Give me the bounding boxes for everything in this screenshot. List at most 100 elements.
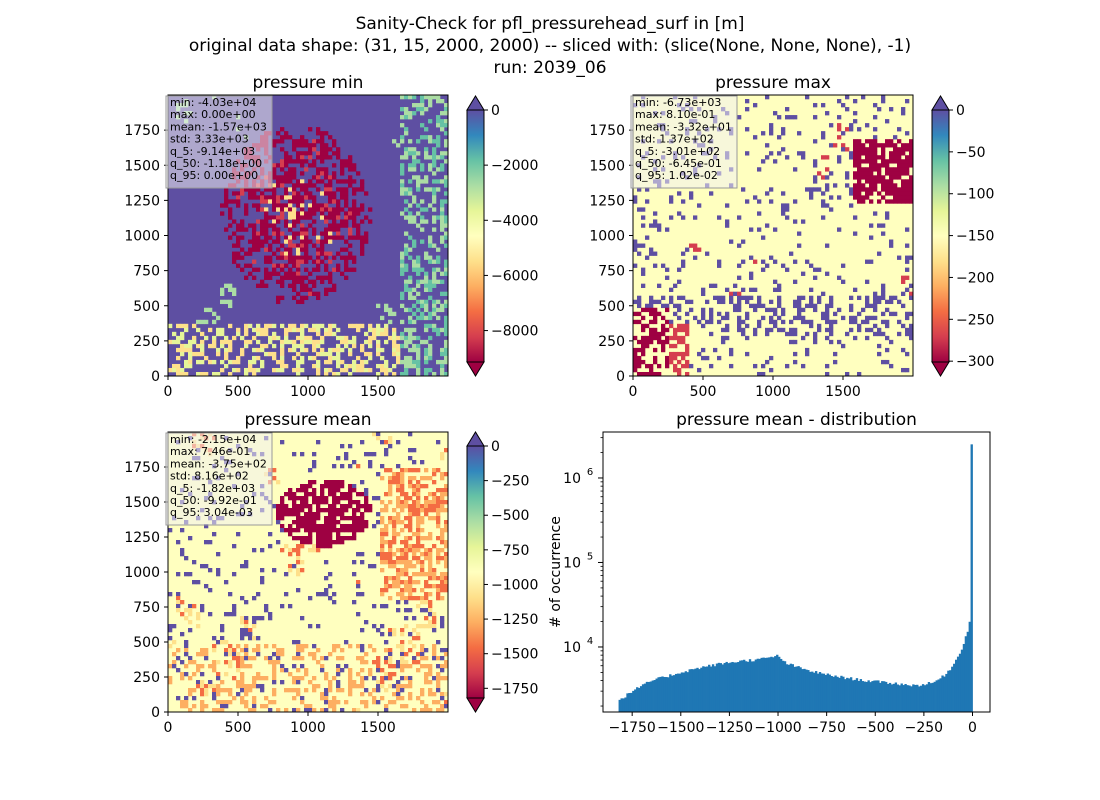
colorbar-tick-label: −50	[956, 145, 986, 161]
histogram-bar	[824, 675, 828, 712]
histogram-bar	[766, 657, 769, 712]
x-tick-label: 500	[690, 384, 717, 400]
y-tick-label: 0	[151, 369, 160, 385]
histogram-bar	[772, 657, 775, 712]
colorbar-tick-label: −150	[956, 229, 994, 245]
histogram-bar	[828, 674, 831, 712]
histogram-bar	[842, 676, 845, 712]
histogram-bar	[690, 669, 693, 712]
y-tick-label: 1000	[124, 565, 160, 581]
heatmap-cells	[633, 95, 914, 377]
y-tick-label: 750	[598, 264, 625, 280]
y-axis-label: # of occurrence	[548, 516, 564, 628]
colorbar-tick-label: −250	[491, 474, 529, 490]
histogram-bar	[655, 678, 658, 712]
y-tick-label: 1250	[124, 530, 160, 546]
histogram-bar	[721, 664, 724, 712]
y-tick-label: 1250	[124, 193, 160, 209]
histogram-bar	[945, 673, 948, 712]
histogram-bar	[682, 672, 686, 712]
histogram-bar	[702, 666, 705, 712]
histogram-bar	[770, 656, 773, 712]
histogram-bar	[929, 683, 933, 712]
histogram-bar	[960, 649, 964, 712]
stats-line: min: -6.73e+03	[635, 96, 721, 109]
histogram-bar	[871, 681, 874, 712]
stats-line: q_5: -3.01e+02	[635, 145, 720, 158]
y-tick-label: 750	[133, 600, 160, 616]
stats-line: q_50: -1.18e+00	[170, 157, 262, 170]
panel-pressure-mean: pressure mean 0 500 1000 1500 0 250 500 750 1000 1…	[124, 410, 538, 736]
y-tick-label: 250	[133, 670, 160, 686]
colorbar-tick-label: 0	[491, 439, 500, 455]
axes-frame	[602, 431, 991, 713]
colorbar-frame	[466, 445, 485, 699]
histogram-bar	[886, 683, 890, 712]
histogram-bar	[758, 658, 761, 712]
histogram-bar	[813, 672, 816, 712]
stats-line: min: -2.15e+04	[170, 433, 256, 446]
histogram-bar	[774, 656, 777, 712]
panel-title: pressure mean - distribution	[676, 410, 917, 430]
histogram-bar	[918, 686, 921, 712]
histogram-bar	[663, 676, 666, 712]
stats-line: mean: -3.75e+02	[170, 457, 267, 470]
histogram-bar	[764, 657, 767, 712]
histogram-bar	[900, 683, 903, 712]
stats-line: q_50: -9.92e-01	[170, 494, 257, 507]
histogram-bar	[688, 669, 691, 712]
stats-line: max: 8.10e-01	[635, 108, 715, 121]
histogram-bar	[848, 678, 851, 712]
colorbar-gradient	[467, 110, 484, 362]
histogram-bar	[943, 676, 946, 712]
histogram-bar	[748, 659, 752, 712]
colorbar: 0 −50 −100 −150 −200 −250 −300	[931, 95, 994, 377]
x-tick-label: 1000	[290, 720, 326, 736]
y-tick-mantissa: 10	[563, 471, 581, 487]
histogram-bar	[647, 681, 651, 712]
histogram-bar	[811, 671, 814, 712]
y-tick-label: 0	[616, 369, 625, 385]
colorbar-tick-label: −1250	[491, 612, 538, 628]
colorbar-tick-label: −200	[956, 270, 994, 286]
histogram-bar	[694, 668, 697, 712]
histogram-bar	[741, 660, 744, 712]
histogram-bar	[865, 681, 868, 712]
histogram-bar	[801, 669, 804, 712]
histogram-bar	[661, 676, 664, 712]
histogram-bar	[725, 661, 728, 712]
x-tick-label: −250	[905, 720, 943, 736]
histogram-bar	[620, 698, 623, 712]
stats-line: q_5: -9.14e+03	[170, 145, 255, 158]
histogram-bar	[636, 687, 639, 712]
histogram-bar	[947, 670, 950, 712]
histogram-bar	[941, 675, 944, 712]
histogram-bar	[739, 660, 742, 712]
histogram-bar	[649, 681, 653, 712]
colorbar-gradient	[467, 446, 484, 698]
y-tick-label: 1750	[124, 123, 160, 139]
histogram-bar	[719, 663, 723, 712]
histogram-bar	[733, 662, 736, 712]
histogram-bar	[964, 636, 968, 712]
x-tick-label: 0	[968, 720, 977, 736]
panel-title: pressure min	[253, 73, 364, 93]
histogram-bar	[822, 673, 826, 712]
histogram-bar	[908, 685, 911, 712]
x-tick-label: 1500	[825, 384, 861, 400]
histogram-bar	[962, 643, 966, 712]
histogram-bar	[937, 679, 940, 712]
histogram-bar	[888, 682, 892, 712]
y-tick-exponent: 4	[587, 636, 593, 647]
histogram-bar	[799, 667, 802, 712]
histogram-bar	[846, 677, 849, 712]
histogram-bar	[867, 680, 870, 712]
panel-title: pressure mean	[244, 410, 371, 430]
histogram-bar	[931, 682, 934, 712]
stats-box-frame	[630, 95, 738, 189]
x-tick-label: −750	[807, 720, 845, 736]
x-tick-label: −1750	[608, 720, 655, 736]
panel-title: pressure max	[715, 73, 831, 93]
